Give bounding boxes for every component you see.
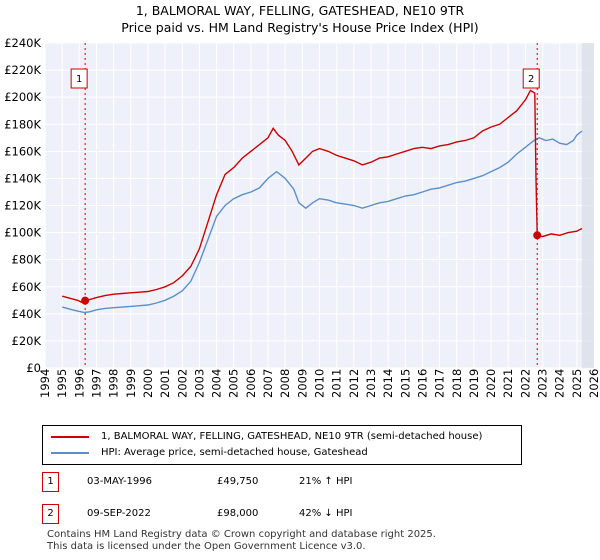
- x-tick-label: 2007: [261, 369, 275, 398]
- x-tick-label: 1999: [124, 369, 138, 398]
- x-tick-label: 2014: [381, 369, 395, 398]
- footer-license: This data is licensed under the Open Gov…: [47, 541, 366, 552]
- x-tick-label: 2015: [398, 369, 412, 398]
- legend-swatch-blue: [51, 451, 89, 454]
- sale-date: 09-SEP-2022: [87, 508, 151, 519]
- footer-copyright: Contains HM Land Registry data © Crown c…: [47, 529, 436, 540]
- y-tick-label: £40K: [12, 307, 42, 321]
- sale-marker-label: 1: [76, 74, 82, 85]
- y-tick-label: £80K: [12, 253, 42, 267]
- x-tick-label: 2021: [501, 369, 515, 398]
- sale-marker-badge: 1: [42, 472, 59, 492]
- y-tick-label: £0: [26, 361, 41, 375]
- legend-label-hpi: HPI: Average price, semi-detached house,…: [101, 447, 368, 458]
- y-tick-label: £220K: [4, 63, 41, 77]
- x-tick-label: 2017: [433, 369, 447, 398]
- x-tick-label: 1995: [55, 369, 69, 398]
- series-line-hpi: [62, 130, 583, 314]
- legend-item-property: 1, BALMORAL WAY, FELLING, GATESHEAD, NE1…: [51, 431, 482, 442]
- sale-marker-label: 2: [528, 74, 534, 85]
- x-tick-label: 2010: [313, 369, 327, 398]
- x-tick-label: 2006: [244, 369, 258, 398]
- x-tick-label: 2012: [347, 369, 361, 398]
- x-tick-label: 2020: [484, 369, 498, 398]
- x-tick-label: 2000: [141, 369, 155, 398]
- legend: 1, BALMORAL WAY, FELLING, GATESHEAD, NE1…: [42, 425, 522, 465]
- y-tick-label: £240K: [4, 36, 41, 50]
- legend-item-hpi: HPI: Average price, semi-detached house,…: [51, 447, 368, 458]
- sale-marker-label-box: [522, 68, 540, 89]
- sale-date: 03-MAY-1996: [87, 476, 153, 487]
- y-tick-label: £180K: [4, 117, 41, 131]
- sale-price: £49,750: [217, 476, 259, 487]
- future-shade: [581, 43, 594, 368]
- y-tick-label: £140K: [4, 171, 41, 185]
- x-tick-label: 2022: [518, 369, 532, 398]
- y-tick-label: £120K: [4, 199, 41, 213]
- x-tick-label: 2013: [364, 369, 378, 398]
- x-tick-label: 2023: [536, 369, 550, 398]
- x-tick-label: 2019: [467, 369, 481, 398]
- x-tick-label: 2005: [227, 369, 241, 398]
- series-line-property: [62, 89, 583, 304]
- chart-subtitle: Price paid vs. HM Land Registry's House …: [121, 20, 479, 35]
- x-tick-label: 2003: [192, 369, 206, 398]
- x-tick-label: 2026: [587, 369, 600, 398]
- sale-point: [533, 231, 542, 240]
- y-tick-label: £100K: [4, 226, 41, 240]
- x-tick-label: 2011: [330, 369, 344, 398]
- chart-area: £0 £20K £40K £60K £80K £100K £120K £140K £160K £1…: [4, 36, 600, 398]
- sale-price: £98,000: [217, 508, 259, 519]
- sale-marker-label-box: [70, 68, 88, 89]
- x-tick-label: 1996: [72, 369, 86, 398]
- x-tick-label: 2018: [450, 369, 464, 398]
- chart-title: 1, BALMORAL WAY, FELLING, GATESHEAD, NE1…: [135, 3, 465, 18]
- y-tick-label: £20K: [12, 334, 42, 348]
- x-tick-label: 2009: [295, 369, 309, 398]
- y-tick-label: £60K: [12, 280, 42, 294]
- y-tick-label: £200K: [4, 90, 41, 104]
- x-tick-label: 2001: [158, 369, 172, 398]
- x-tick-label: 2025: [570, 369, 584, 398]
- x-tick-label: 1994: [38, 369, 52, 398]
- x-tick-label: 2002: [175, 369, 189, 398]
- x-tick-label: 2024: [553, 369, 567, 398]
- legend-label-property: 1, BALMORAL WAY, FELLING, GATESHEAD, NE1…: [101, 431, 483, 442]
- table-row: 2 09-SEP-2022 £98,000 42% ↓ HPI: [42, 504, 562, 524]
- legend-swatch-red: [51, 435, 89, 438]
- x-tick-label: 2016: [415, 369, 429, 398]
- sale-hpi-diff: 21% ↑ HPI: [299, 476, 353, 487]
- sale-marker-badge: 2: [42, 504, 59, 524]
- sale-hpi-diff: 42% ↓ HPI: [299, 508, 353, 519]
- table-row: 1 03-MAY-1996 £49,750 21% ↑ HPI: [42, 472, 562, 492]
- y-tick-label: £160K: [4, 144, 41, 158]
- x-tick-label: 1997: [89, 369, 103, 398]
- x-tick-label: 2004: [210, 369, 224, 398]
- x-tick-label: 1998: [107, 369, 121, 398]
- x-tick-label: 2008: [278, 369, 292, 398]
- sale-point: [81, 296, 90, 305]
